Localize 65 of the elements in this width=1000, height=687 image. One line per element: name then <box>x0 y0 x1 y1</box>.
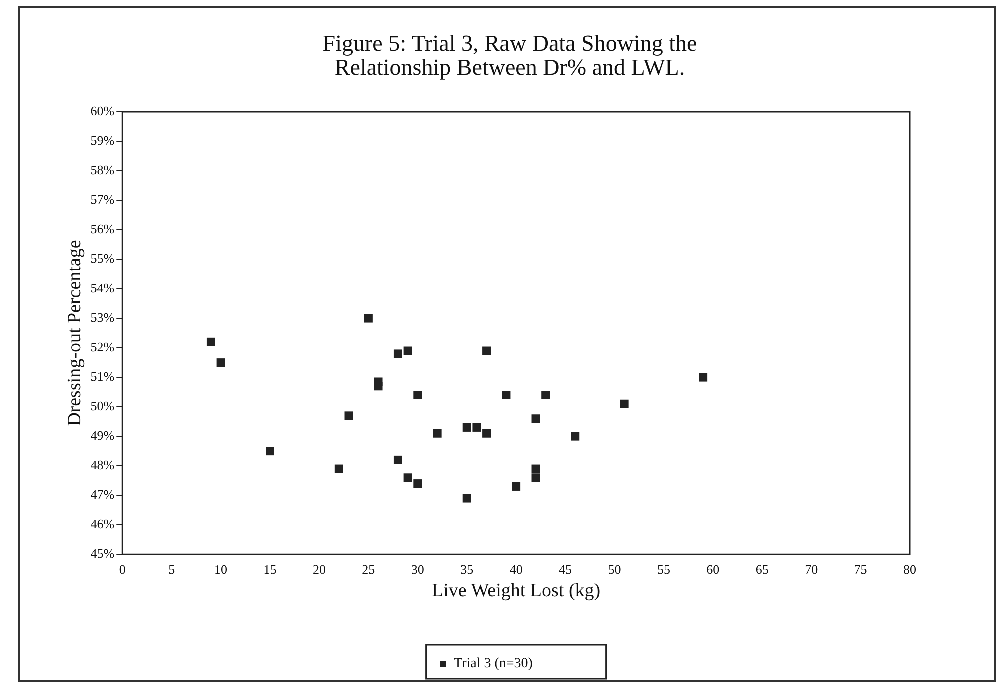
y-tick-label: 59% <box>90 132 115 148</box>
y-tick-label: 46% <box>90 516 115 532</box>
point <box>394 456 402 464</box>
point <box>266 447 275 456</box>
point <box>216 358 226 368</box>
point <box>512 482 521 491</box>
y-tick-label: 51% <box>90 368 115 384</box>
x-tick-label: 0 <box>119 562 126 577</box>
point <box>472 423 482 432</box>
y-tick-label: 54% <box>90 280 115 296</box>
y-tick-label: 47% <box>90 487 115 502</box>
point <box>542 391 550 400</box>
x-tick-label: 65 <box>756 562 769 577</box>
x-tick-label: 5 <box>168 562 176 577</box>
point <box>206 338 216 346</box>
x-tick-label: 35 <box>460 562 474 577</box>
point <box>620 400 629 408</box>
x-tick-label: 80 <box>904 562 916 577</box>
legend-label: Trial 3 (n=30) <box>454 656 534 672</box>
y-tick-label: 48% <box>90 458 115 472</box>
point <box>462 494 472 503</box>
chart-title: Figure 5: Trial 3, Raw Data Showing the Relationship Between Dr% and LWL. <box>322 31 698 80</box>
point <box>374 382 383 391</box>
x-tick-label: 70 <box>805 562 818 577</box>
point <box>532 414 540 424</box>
point <box>433 429 442 438</box>
x-tick-label: 25 <box>362 562 376 577</box>
point <box>482 346 492 356</box>
y-tick-label: 58% <box>90 162 115 178</box>
x-tick-label: 10 <box>214 562 228 577</box>
y-tick-label: 53% <box>90 310 115 325</box>
point <box>414 391 422 400</box>
y-tick-label: 60% <box>90 103 115 118</box>
y-axis-title: Dressing-out Percentage <box>64 240 86 426</box>
point <box>394 350 402 358</box>
point <box>334 464 344 474</box>
y-tick-label: 45% <box>90 546 115 562</box>
x-tick-label: 45 <box>559 562 572 577</box>
y-tick-label: 50% <box>90 398 115 414</box>
point <box>502 391 511 400</box>
y-tick-label: 57% <box>90 192 115 207</box>
point <box>344 412 354 420</box>
y-tick-label: 55% <box>90 250 115 266</box>
point <box>364 314 373 323</box>
x-tick-label: 30 <box>411 562 424 577</box>
point <box>404 346 412 356</box>
x-tick-label: 50 <box>608 562 622 577</box>
x-tick-label: 20 <box>312 562 326 577</box>
x-axis-title: Live Weight Lost (kg) <box>432 580 601 602</box>
point <box>532 464 540 474</box>
x-tick-label: 15 <box>264 562 277 577</box>
y-tick-label: 52% <box>90 339 115 354</box>
x-tick-label: 75 <box>854 562 868 577</box>
y-tick-label: 49% <box>90 428 115 443</box>
point <box>532 474 540 482</box>
point <box>404 474 412 482</box>
y-tick-label: 56% <box>90 221 115 236</box>
x-tick-label: 60 <box>706 562 720 577</box>
x-tick-label: 55 <box>657 562 670 577</box>
point <box>482 429 492 438</box>
point <box>462 423 472 432</box>
point <box>414 480 422 488</box>
point <box>699 373 708 382</box>
point <box>571 432 580 441</box>
x-tick-label: 40 <box>510 562 523 577</box>
